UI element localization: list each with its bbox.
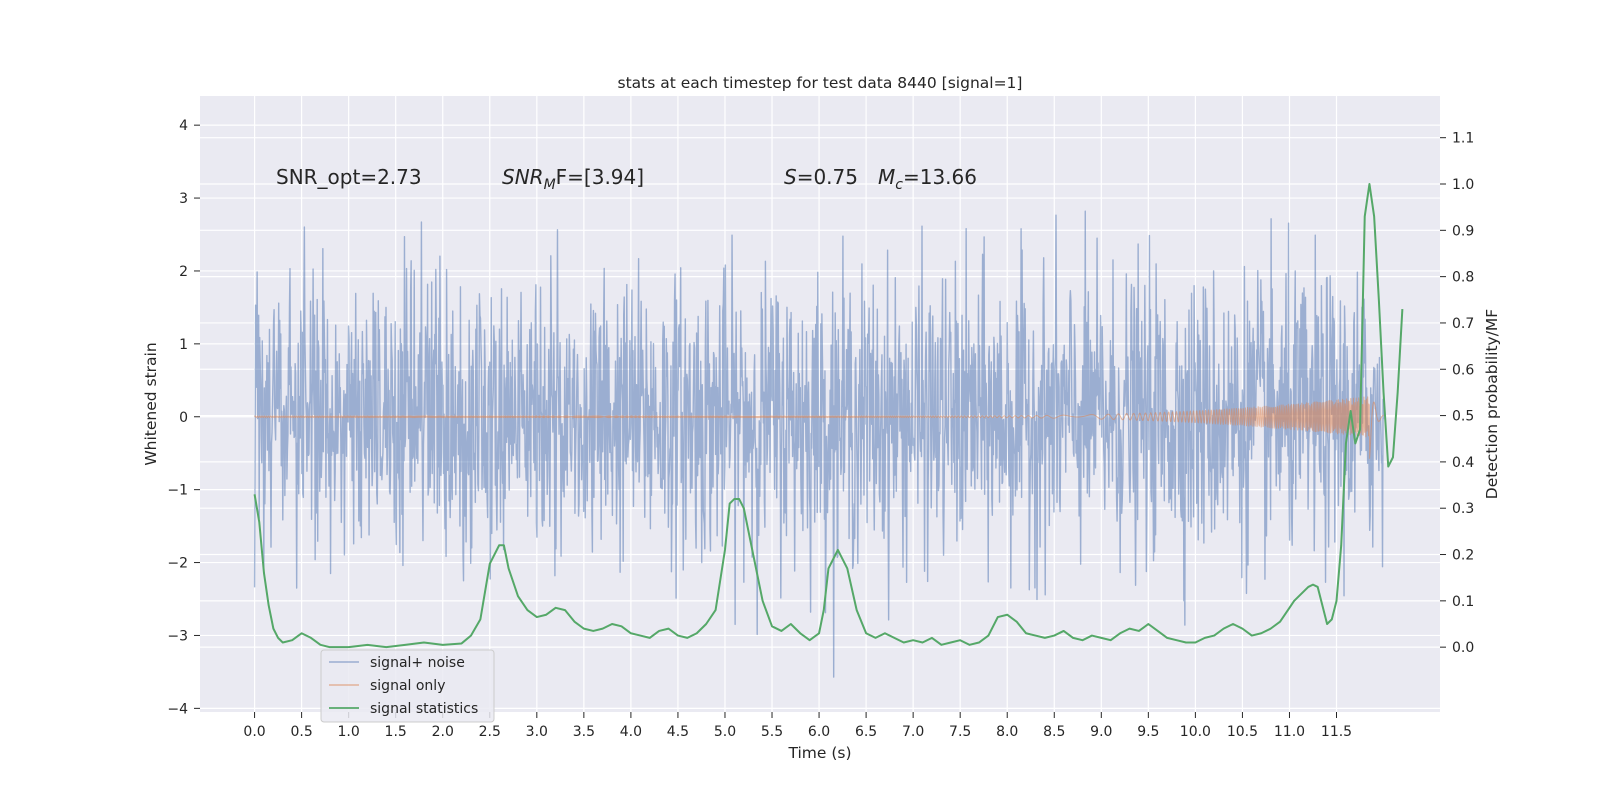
x-tick-label: 10.5: [1227, 724, 1258, 740]
y2-tick-label: 0.3: [1452, 501, 1474, 517]
y-tick-label: −3: [167, 628, 188, 644]
legend-box: [320, 649, 495, 723]
chart-title: stats at each timestep for test data 844…: [618, 74, 1023, 92]
y2-tick-label: 0.1: [1452, 594, 1474, 610]
x-tick-label: 9.5: [1137, 724, 1159, 740]
x-tick-label: 2.5: [479, 724, 501, 740]
x-tick-label: 11.5: [1321, 724, 1352, 740]
legend-label-signal-only: signal only: [370, 678, 445, 694]
annotation-mc-sub: c: [895, 177, 903, 193]
annotation-mc: Mc=13.66: [878, 165, 977, 193]
y2-tick-label: 0.8: [1452, 270, 1474, 286]
x-tick-label: 10.0: [1180, 724, 1211, 740]
annotations: SNR_opt=2.73 SNRMF=[3.94] S=0.75 Mc=13.6…: [276, 165, 977, 193]
series-signal-only: [254, 396, 1384, 459]
y2-tick-label: 0.2: [1452, 548, 1474, 564]
x-tick-label: 8.5: [1043, 724, 1065, 740]
y2-tick-label: 1.1: [1452, 131, 1474, 147]
y2-tick-label: 0.9: [1452, 223, 1474, 239]
x-tick-label: 3.5: [573, 724, 595, 740]
y-tick-label: 0: [179, 410, 188, 426]
x-tick-label: 0.5: [290, 724, 312, 740]
annotation-mc-rest: =13.66: [903, 165, 977, 189]
y2-tick-label: 1.0: [1452, 177, 1474, 193]
series-signal-statistics: [253, 183, 1404, 649]
y-tick-label: 3: [179, 191, 188, 207]
x-tick-label: 5.5: [761, 724, 783, 740]
x-tick-label: 2.0: [432, 724, 454, 740]
y2-axis-label: Detection probability/MF: [1483, 309, 1501, 500]
x-tick-label: 7.0: [902, 724, 924, 740]
x-tick-label: 7.5: [949, 724, 971, 740]
y-axis-label: Whitened strain: [142, 342, 160, 465]
y-tick-label: 4: [179, 118, 188, 134]
signal-only-line: [254, 396, 1384, 459]
x-tick-label: 1.5: [385, 724, 407, 740]
x-tick-label: 8.0: [996, 724, 1018, 740]
signal-statistics-line: [253, 183, 1404, 649]
y-tick-label: −2: [167, 556, 188, 572]
y-tick-label: −1: [167, 483, 188, 499]
annotation-snr-mf-base: SNR: [502, 165, 544, 189]
annotation-snr-mf-rest: F=[3.94]: [556, 165, 644, 189]
annotation-s-var: S: [784, 165, 797, 189]
x-tick-label: 6.0: [808, 724, 830, 740]
annotation-snr-mf-sub: M: [544, 177, 556, 193]
y2-tick-label: 0.0: [1452, 640, 1474, 656]
legend: signal+ noise signal only signal statist…: [320, 649, 495, 723]
legend-label-signal-statistics: signal statistics: [370, 701, 478, 717]
series-signal-noise: [253, 210, 1385, 678]
annotation-s: S=0.75: [784, 165, 858, 189]
axis-ticks: 0.0 0.5 1.0 1.5 2.0 2.5 3.0 3.5 4.0 4.5 5.0 5.5 6.0 6…: [167, 118, 1474, 740]
x-tick-label: 9.0: [1090, 724, 1112, 740]
y2-tick-label: 0.7: [1452, 316, 1474, 332]
x-tick-label: 6.5: [855, 724, 877, 740]
x-tick-label: 11.0: [1274, 724, 1305, 740]
x-tick-label: 1.0: [338, 724, 360, 740]
x-axis-label: Time (s): [787, 744, 851, 762]
x-tick-label: 4.0: [620, 724, 642, 740]
annotation-s-rest: =0.75: [797, 165, 858, 189]
annotation-snr-mf: SNRMF=[3.94]: [502, 165, 644, 193]
annotation-mc-base: M: [878, 165, 895, 189]
y-tick-label: −4: [167, 701, 188, 717]
y2-tick-label: 0.6: [1452, 362, 1474, 378]
y-tick-label: 2: [179, 264, 188, 280]
y2-tick-label: 0.4: [1452, 455, 1474, 471]
y-tick-label: 1: [179, 337, 188, 353]
x-tick-label: 5.0: [714, 724, 736, 740]
legend-label-signal-noise: signal+ noise: [370, 655, 465, 671]
x-tick-label: 3.0: [526, 724, 548, 740]
x-tick-label: 4.5: [667, 724, 689, 740]
annotation-snr-opt: SNR_opt=2.73: [276, 165, 422, 189]
x-tick-label: 0.0: [243, 724, 265, 740]
y2-tick-label: 0.5: [1452, 409, 1474, 425]
signal-noise-line: [253, 210, 1385, 678]
